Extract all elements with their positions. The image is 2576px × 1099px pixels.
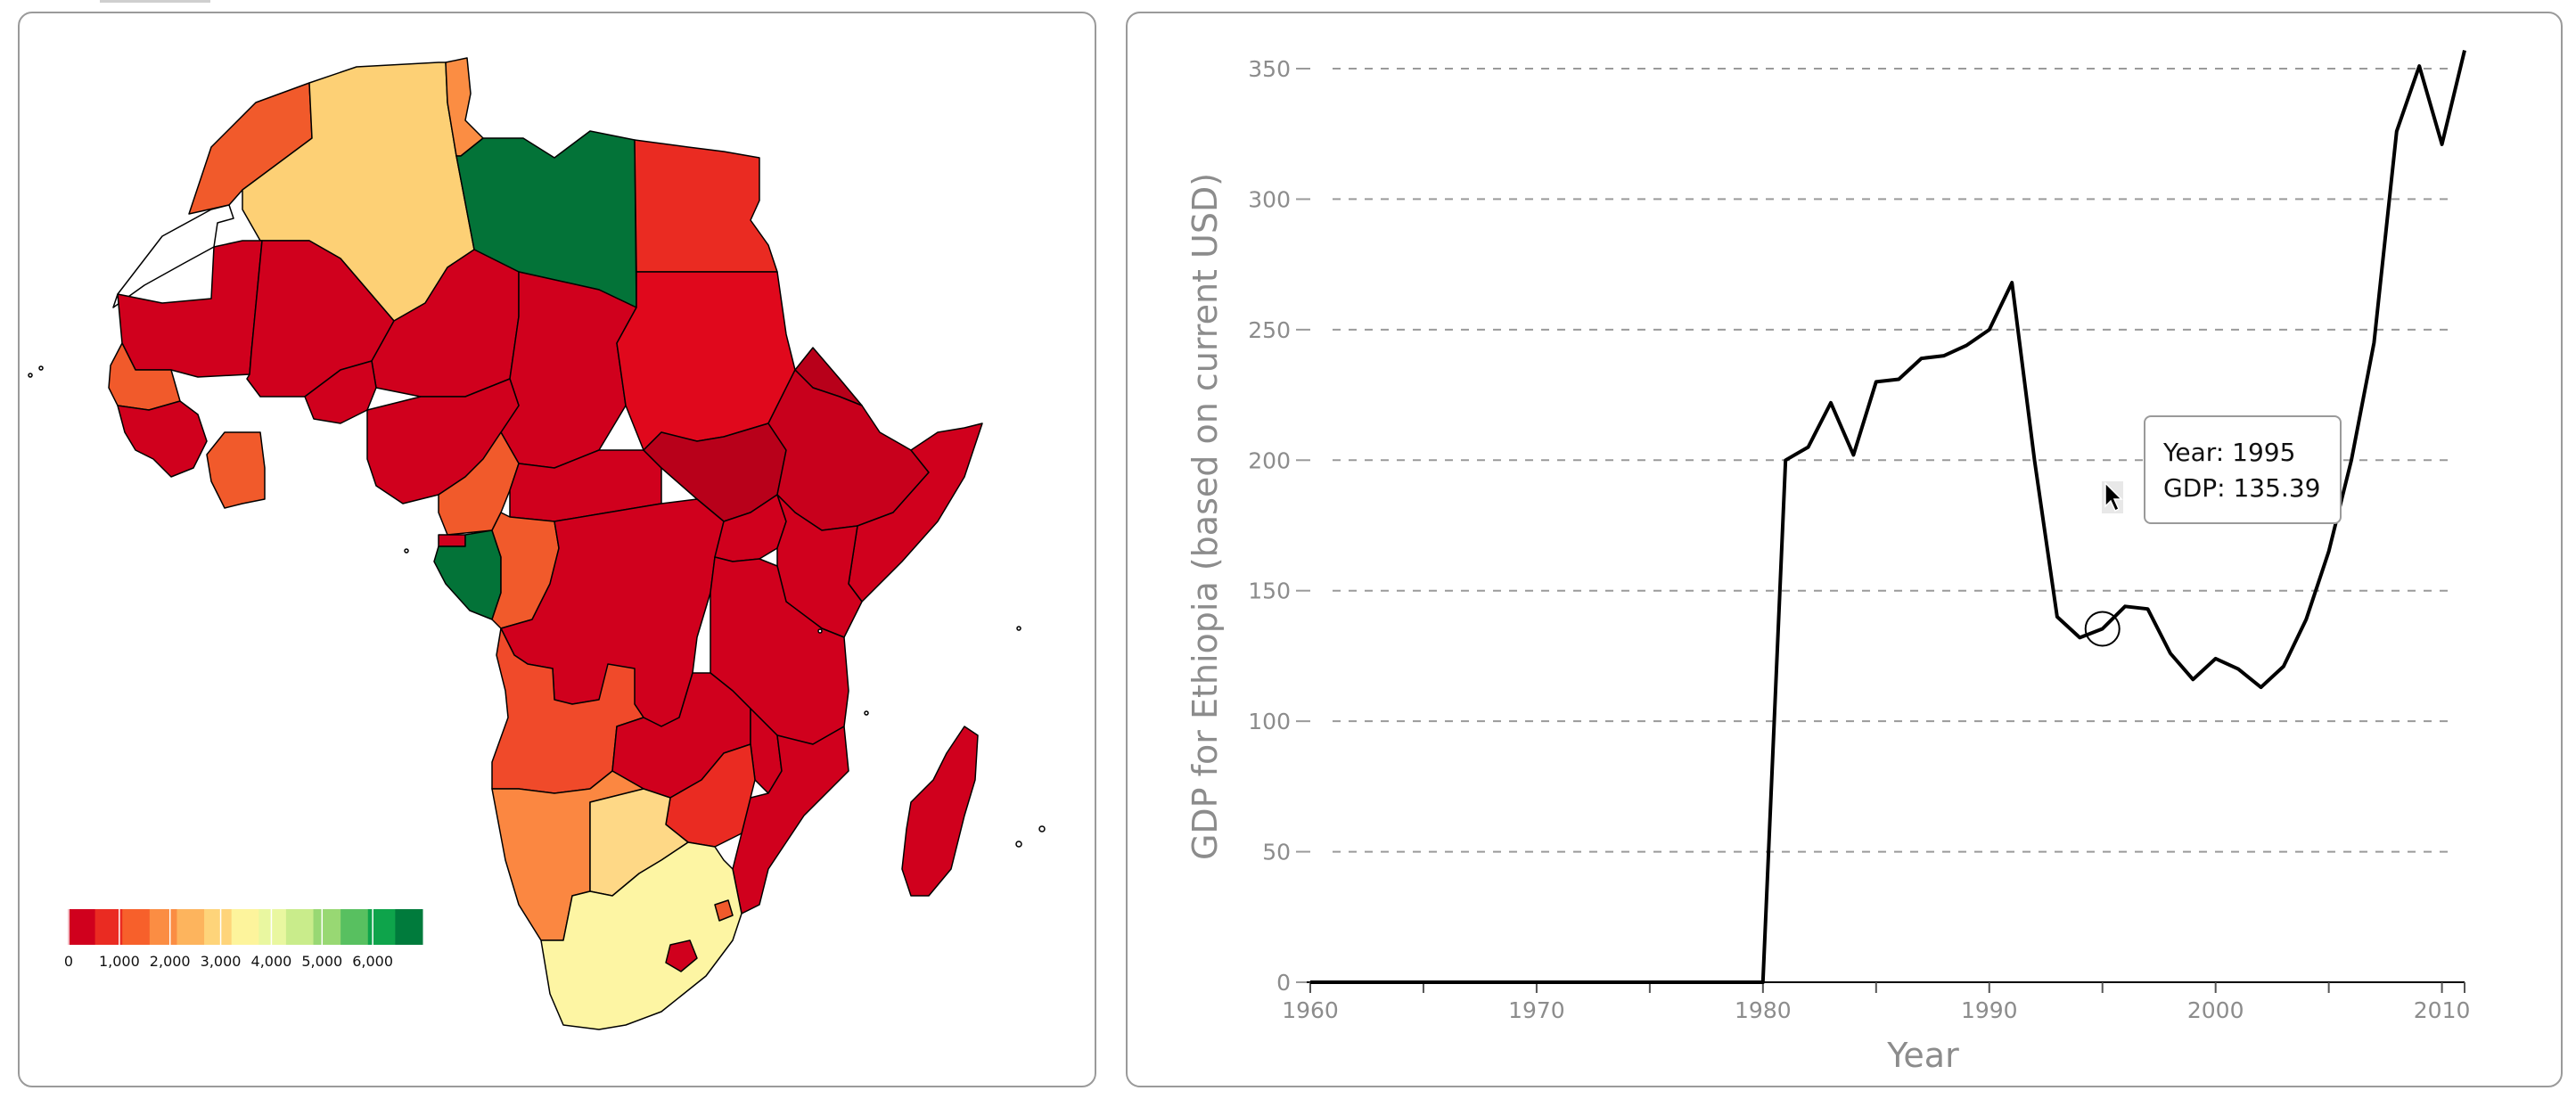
region-burkina-faso[interactable] — [304, 360, 377, 424]
region-madagascar[interactable] — [901, 726, 979, 897]
x-axis: 1960 1970 1980 1990 2000 2010 — [1282, 981, 2471, 1023]
y-tick-label: 50 — [1262, 840, 1291, 865]
gdp-series-line — [1310, 50, 2466, 984]
mouse-cursor-icon — [2102, 481, 2123, 513]
region-somalia[interactable] — [848, 422, 983, 603]
region-mauritania[interactable] — [117, 240, 263, 378]
x-tick-label: 2010 — [2414, 997, 2471, 1023]
x-tick-label: 1990 — [1961, 997, 2018, 1023]
legend-swatch — [231, 909, 259, 945]
legend-tick-label: 5,000 — [301, 953, 342, 970]
legend-tick-label: 3,000 — [201, 953, 242, 970]
y-axis: 0 50 100 150 200 250 300 350 — [1248, 56, 1310, 996]
chart-panel: 0 50 100 150 200 250 300 350 1960 1970 1980 1990 20… — [1126, 12, 2563, 1087]
legend-swatch — [149, 909, 177, 945]
legend-tick-label: 6,000 — [352, 953, 393, 970]
top-tab-indicator — [100, 0, 210, 3]
y-tick-label: 200 — [1248, 447, 1291, 473]
region-egypt[interactable] — [634, 139, 778, 273]
x-tick-label: 2000 — [2187, 997, 2244, 1023]
legend-color-scale — [68, 909, 423, 945]
legend-tick-label: 1,000 — [99, 953, 140, 970]
x-tick-label: 1970 — [1508, 997, 1565, 1023]
hover-tooltip: Year: 1995 GDP: 135.39 — [2144, 415, 2342, 524]
legend-swatch — [204, 909, 233, 945]
hover-point-marker[interactable] — [2084, 611, 2121, 647]
region-equatorial-guinea[interactable] — [438, 534, 466, 547]
legend-tick-label: 4,000 — [251, 953, 292, 970]
map-legend: 0 1,000 2,000 3,000 4,000 5,000 6,000 — [64, 909, 423, 970]
y-axis-title: GDP for Ethiopia (based on current USD) — [1185, 173, 1225, 860]
y-tick-label: 0 — [1276, 970, 1291, 996]
y-tick-label: 250 — [1248, 317, 1291, 343]
region-lesotho[interactable] — [665, 939, 698, 972]
y-tick-label: 150 — [1248, 578, 1291, 604]
legend-tick-label: 2,000 — [150, 953, 191, 970]
y-tick-label: 350 — [1248, 56, 1291, 82]
region-south-africa[interactable] — [540, 841, 742, 1030]
tooltip-gdp: GDP: 135.39 — [2163, 473, 2321, 503]
tooltip-year: Year: 1995 — [2163, 438, 2296, 467]
islands — [28, 365, 1046, 848]
legend-swatch — [285, 909, 315, 945]
legend-swatch — [258, 909, 287, 945]
legend-swatch — [122, 909, 151, 945]
legend-swatch — [340, 909, 369, 945]
x-axis-title: Year — [1886, 1036, 1959, 1075]
gdp-line-chart: 0 50 100 150 200 250 300 350 1960 1970 1980 1990 20… — [1185, 50, 2471, 1075]
x-tick-label: 1960 — [1282, 997, 1339, 1023]
x-tick-label: 1980 — [1735, 997, 1792, 1023]
legend-swatch — [68, 909, 96, 945]
legend-swatch — [395, 909, 423, 945]
map-panel: 0 1,000 2,000 3,000 4,000 5,000 6,000 — [18, 12, 1096, 1087]
legend-swatch — [94, 909, 123, 945]
legend-tick-labels: 0 1,000 2,000 3,000 4,000 5,000 6,000 — [64, 909, 393, 970]
region-swaziland[interactable] — [714, 899, 734, 922]
region-mozambique[interactable] — [732, 726, 849, 914]
region-guinea[interactable] — [117, 400, 208, 478]
legend-swatch — [176, 909, 205, 945]
region-chad[interactable] — [500, 271, 637, 469]
legend-tick-label: 0 — [64, 953, 73, 970]
y-tick-label: 300 — [1248, 186, 1291, 212]
region-western-sahara[interactable] — [112, 204, 234, 308]
africa-map: 0 1,000 2,000 3,000 4,000 5,000 6,000 — [28, 57, 1046, 1030]
y-tick-label: 100 — [1248, 709, 1291, 734]
region-cote-divoire[interactable] — [206, 431, 266, 509]
legend-swatch — [313, 909, 341, 945]
